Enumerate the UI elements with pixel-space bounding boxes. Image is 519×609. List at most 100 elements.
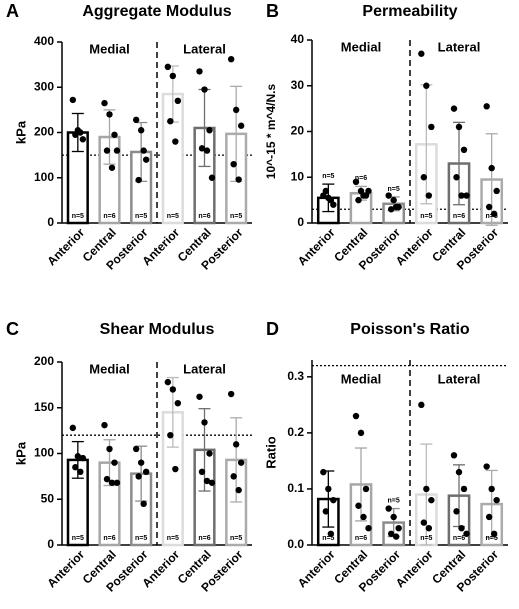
data-point xyxy=(362,485,370,493)
group-label: Lateral xyxy=(438,39,481,54)
data-point xyxy=(79,136,87,143)
n-label: n=5 xyxy=(135,535,147,542)
n-label: n=6 xyxy=(103,535,115,542)
data-point xyxy=(167,432,174,439)
data-point xyxy=(140,500,147,508)
data-point xyxy=(490,210,498,218)
y-tick-label: 200 xyxy=(34,354,54,368)
data-point xyxy=(355,502,362,509)
n-label: n=5 xyxy=(167,213,179,220)
group-label: Medial xyxy=(89,41,129,56)
n-label: n=6 xyxy=(453,213,465,220)
data-point xyxy=(101,421,108,429)
x-tick-label: Anterior xyxy=(44,547,87,590)
error-bar xyxy=(355,447,367,522)
error-bar xyxy=(453,121,465,206)
data-point xyxy=(103,147,111,154)
data-point xyxy=(113,147,121,154)
n-label: n=5 xyxy=(135,213,147,220)
n-label: n=5 xyxy=(388,186,400,193)
data-point xyxy=(113,479,121,486)
data-point xyxy=(103,475,111,483)
data-point xyxy=(483,463,490,470)
data-point xyxy=(137,127,145,134)
data-point xyxy=(235,486,242,494)
data-point xyxy=(77,468,84,475)
y-tick-label: 100 xyxy=(34,446,54,460)
data-point xyxy=(174,97,182,105)
panel-label: D xyxy=(266,319,279,339)
data-point xyxy=(453,174,460,181)
data-point xyxy=(106,111,113,118)
data-point xyxy=(164,63,172,71)
data-point xyxy=(360,192,367,199)
data-point xyxy=(196,393,203,400)
data-point xyxy=(322,187,330,195)
n-label: n=6 xyxy=(453,535,465,542)
data-point xyxy=(325,485,332,493)
data-point xyxy=(232,106,240,114)
data-point xyxy=(423,82,430,89)
data-point xyxy=(227,55,235,63)
y-tick-label: 40 xyxy=(291,32,305,46)
x-tick-label: Anterior xyxy=(44,225,87,268)
data-point xyxy=(203,147,211,154)
data-point xyxy=(485,203,493,211)
data-point xyxy=(72,464,79,471)
group-label: Lateral xyxy=(183,361,226,376)
data-point xyxy=(206,450,213,457)
y-tick-label: 20 xyxy=(291,124,305,138)
data-point xyxy=(106,445,113,453)
y-tick-label: 300 xyxy=(34,79,54,93)
n-label: n=6 xyxy=(103,213,115,220)
data-point xyxy=(101,99,108,107)
data-point xyxy=(172,465,179,473)
panel-label: C xyxy=(6,319,19,339)
data-point xyxy=(167,117,174,125)
y-tick-label: 0.2 xyxy=(287,425,304,439)
data-point xyxy=(74,453,82,460)
data-point xyxy=(390,196,397,204)
data-point xyxy=(460,485,468,493)
y-axis-label: 10^-15 * m^4/N.s xyxy=(264,83,278,179)
data-point xyxy=(420,519,428,526)
y-axis-label: kPa xyxy=(13,120,28,144)
data-point xyxy=(385,505,392,512)
data-point xyxy=(450,105,458,112)
data-point xyxy=(392,533,400,540)
y-tick-label: 30 xyxy=(291,78,305,92)
group-label: Medial xyxy=(341,39,381,54)
n-label: n=5 xyxy=(230,213,242,220)
data-point xyxy=(111,459,118,466)
data-point xyxy=(111,131,118,138)
data-point xyxy=(230,160,237,168)
data-point xyxy=(455,468,463,476)
x-tick-label: Anterior xyxy=(295,225,338,268)
data-point xyxy=(77,129,84,136)
n-label: n=5 xyxy=(322,173,334,180)
data-point xyxy=(488,164,495,172)
data-point xyxy=(387,206,395,213)
data-point xyxy=(490,530,498,537)
data-point xyxy=(108,164,116,171)
data-point xyxy=(237,122,245,129)
y-tick-label: 400 xyxy=(34,34,54,48)
data-point xyxy=(237,459,245,466)
data-point xyxy=(425,524,433,532)
data-point xyxy=(450,452,458,459)
data-point xyxy=(385,192,392,199)
data-point xyxy=(483,103,490,110)
y-tick-label: 0.3 xyxy=(287,369,304,383)
data-point xyxy=(463,192,470,199)
y-tick-label: 0.1 xyxy=(287,481,304,495)
y-tick-label: 100 xyxy=(34,170,54,184)
n-label: n=5 xyxy=(72,213,84,220)
data-point xyxy=(69,96,77,104)
n-label: n=5 xyxy=(167,535,179,542)
error-bar xyxy=(230,417,243,503)
panel-label: B xyxy=(266,1,279,21)
n-label: n=5 xyxy=(486,213,498,220)
n-label: n=5 xyxy=(388,497,400,504)
x-tick-label: Anterior xyxy=(295,547,338,590)
